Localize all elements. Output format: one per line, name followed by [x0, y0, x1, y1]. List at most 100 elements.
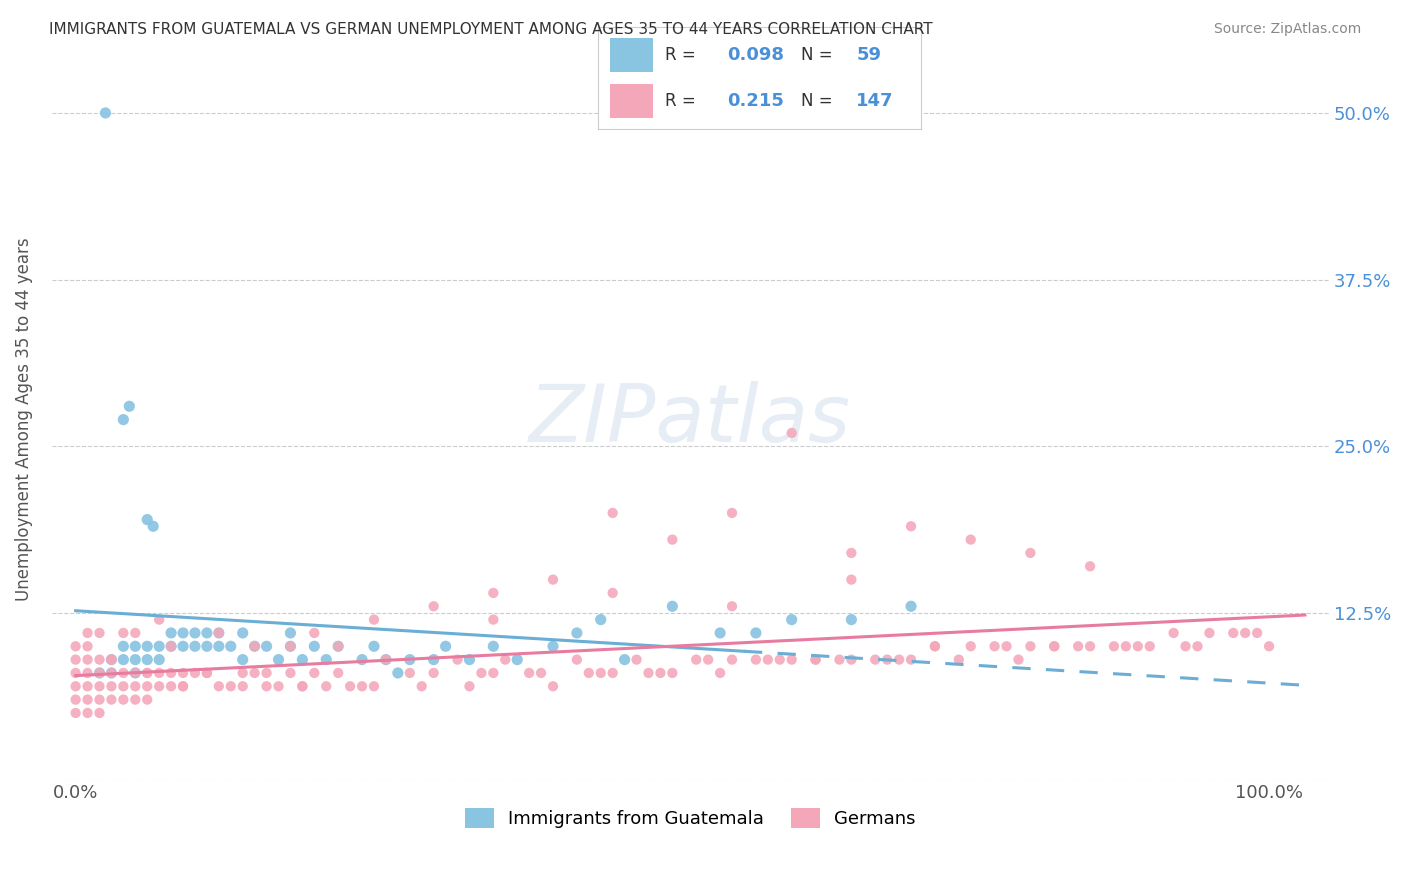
Point: [1102, 640, 1125, 654]
Point: [339, 679, 361, 693]
Point: [142, 519, 165, 533]
Point: [256, 665, 278, 680]
Text: Source: ZipAtlas.com: Source: ZipAtlas.com: [1213, 22, 1361, 37]
Point: [65, 706, 87, 720]
Point: [124, 679, 146, 693]
Point: [243, 665, 266, 680]
Point: [291, 679, 314, 693]
Point: [100, 652, 122, 666]
Point: [184, 640, 207, 654]
Point: [184, 665, 207, 680]
Point: [148, 679, 170, 693]
Point: [195, 626, 218, 640]
Point: [948, 652, 970, 666]
Point: [352, 652, 374, 666]
Point: [304, 640, 326, 654]
Point: [494, 652, 516, 666]
Point: [589, 665, 612, 680]
Point: [458, 652, 481, 666]
Text: R =: R =: [665, 46, 702, 64]
Point: [352, 679, 374, 693]
Point: [745, 626, 768, 640]
Point: [470, 665, 492, 680]
Point: [422, 652, 444, 666]
Point: [924, 640, 946, 654]
Point: [267, 652, 290, 666]
Point: [219, 640, 242, 654]
Point: [924, 640, 946, 654]
Point: [637, 665, 659, 680]
Point: [661, 533, 683, 547]
Point: [1019, 640, 1042, 654]
Point: [195, 665, 218, 680]
Point: [172, 626, 194, 640]
Point: [124, 640, 146, 654]
Point: [291, 679, 314, 693]
Point: [1139, 640, 1161, 654]
Point: [506, 652, 529, 666]
Point: [136, 640, 159, 654]
Point: [89, 665, 111, 680]
Point: [446, 652, 468, 666]
Point: [841, 652, 863, 666]
Point: [1007, 652, 1029, 666]
Point: [136, 679, 159, 693]
Point: [195, 665, 218, 680]
Point: [841, 613, 863, 627]
Point: [100, 652, 122, 666]
Point: [328, 665, 350, 680]
Point: [841, 573, 863, 587]
Text: N =: N =: [801, 46, 838, 64]
Point: [76, 692, 98, 706]
Bar: [610, 38, 652, 72]
Point: [232, 626, 254, 640]
Point: [112, 665, 135, 680]
Point: [65, 652, 87, 666]
Point: [841, 546, 863, 560]
Point: [1258, 640, 1281, 654]
Point: [887, 652, 910, 666]
Point: [709, 665, 731, 680]
Point: [589, 613, 612, 627]
Point: [780, 613, 803, 627]
Point: [89, 652, 111, 666]
Point: [112, 692, 135, 706]
Point: [328, 640, 350, 654]
Point: [876, 652, 898, 666]
Point: [602, 586, 624, 600]
Bar: [610, 84, 652, 118]
Point: [422, 665, 444, 680]
Point: [76, 665, 98, 680]
Point: [136, 665, 159, 680]
Point: [112, 412, 135, 426]
Point: [721, 652, 744, 666]
Point: [148, 665, 170, 680]
Point: [172, 640, 194, 654]
Point: [900, 599, 922, 614]
Point: [1019, 546, 1042, 560]
Point: [458, 679, 481, 693]
Point: [804, 652, 827, 666]
Point: [769, 652, 792, 666]
Point: [661, 665, 683, 680]
Point: [756, 652, 779, 666]
Point: [1174, 640, 1197, 654]
Point: [148, 652, 170, 666]
Point: [100, 665, 122, 680]
Point: [363, 640, 385, 654]
Point: [172, 679, 194, 693]
Point: [1234, 626, 1257, 640]
Point: [434, 640, 457, 654]
Point: [626, 652, 648, 666]
Point: [995, 640, 1018, 654]
Point: [900, 519, 922, 533]
Point: [709, 626, 731, 640]
Point: [184, 626, 207, 640]
Point: [304, 626, 326, 640]
Point: [315, 652, 337, 666]
Point: [89, 706, 111, 720]
Point: [112, 652, 135, 666]
Point: [530, 665, 553, 680]
Point: [118, 399, 141, 413]
Point: [398, 652, 420, 666]
